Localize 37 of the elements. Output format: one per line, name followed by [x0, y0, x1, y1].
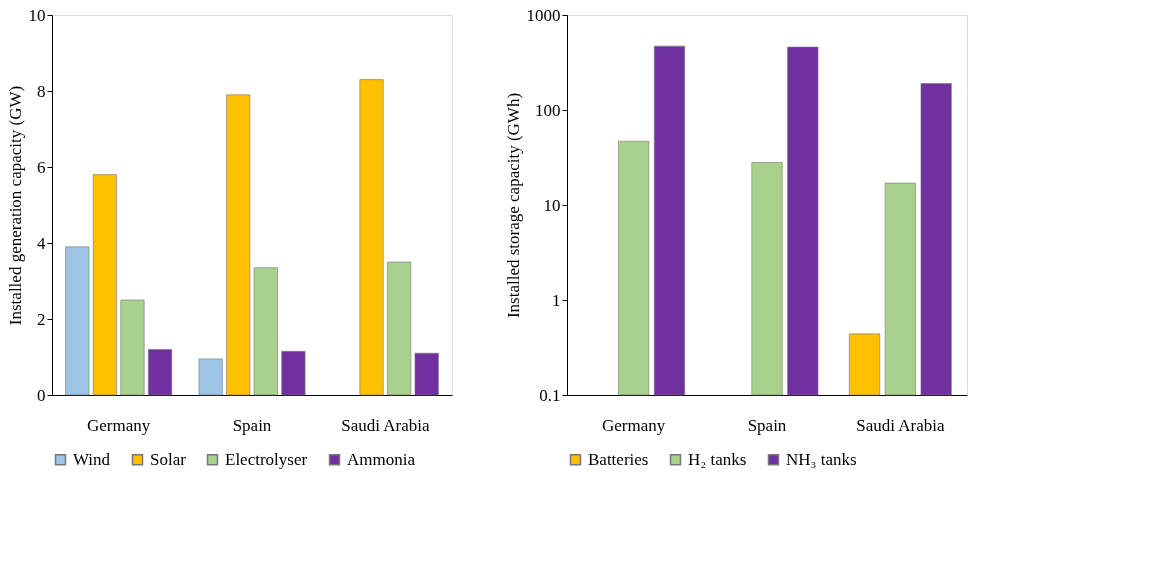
y-tick-label: 4 — [37, 233, 46, 253]
bar — [226, 94, 251, 396]
y-tick-label: 0.1 — [539, 385, 561, 405]
x-tick-label: Germany — [87, 415, 151, 435]
legend-label: Electrolyser — [225, 449, 308, 469]
bar — [148, 349, 173, 396]
legend-label: H₂ tanks — [688, 449, 747, 469]
bar — [65, 246, 90, 396]
y-tick-label: 0 — [37, 385, 46, 405]
bar — [198, 358, 223, 396]
y-tick-label: 10 — [28, 5, 46, 25]
legend-label: Ammonia — [347, 449, 416, 469]
bar — [120, 299, 145, 396]
bar — [281, 351, 306, 396]
legend-label: Batteries — [588, 449, 649, 469]
y-tick-label: 1000 — [526, 5, 561, 25]
y-tick-label: 2 — [37, 309, 46, 329]
y-tick-label: 6 — [37, 157, 46, 177]
y-tick-label: 1 — [552, 290, 561, 310]
x-tick-label: Saudi Arabia — [856, 415, 945, 435]
y-tick-label: 100 — [535, 100, 561, 120]
bar — [92, 174, 117, 396]
legend-label: NH₃ tanks — [786, 449, 857, 469]
y-axis-title: Installed storage capacity (GWh) — [503, 92, 523, 319]
x-tick-label: Spain — [747, 415, 787, 435]
x-tick-label: Saudi Arabia — [341, 415, 430, 435]
x-tick-label: Germany — [602, 415, 666, 435]
bar — [359, 79, 384, 396]
y-tick-label: 8 — [37, 81, 46, 101]
y-axis-title: Installed generation capacity (GW) — [5, 85, 25, 326]
legend-label: Wind — [73, 449, 111, 469]
bar — [414, 352, 439, 396]
bar — [253, 267, 278, 396]
y-tick-label: 10 — [543, 195, 561, 215]
bar — [387, 261, 412, 396]
x-tick-label: Spain — [232, 415, 272, 435]
legend-label: Solar — [150, 449, 187, 469]
